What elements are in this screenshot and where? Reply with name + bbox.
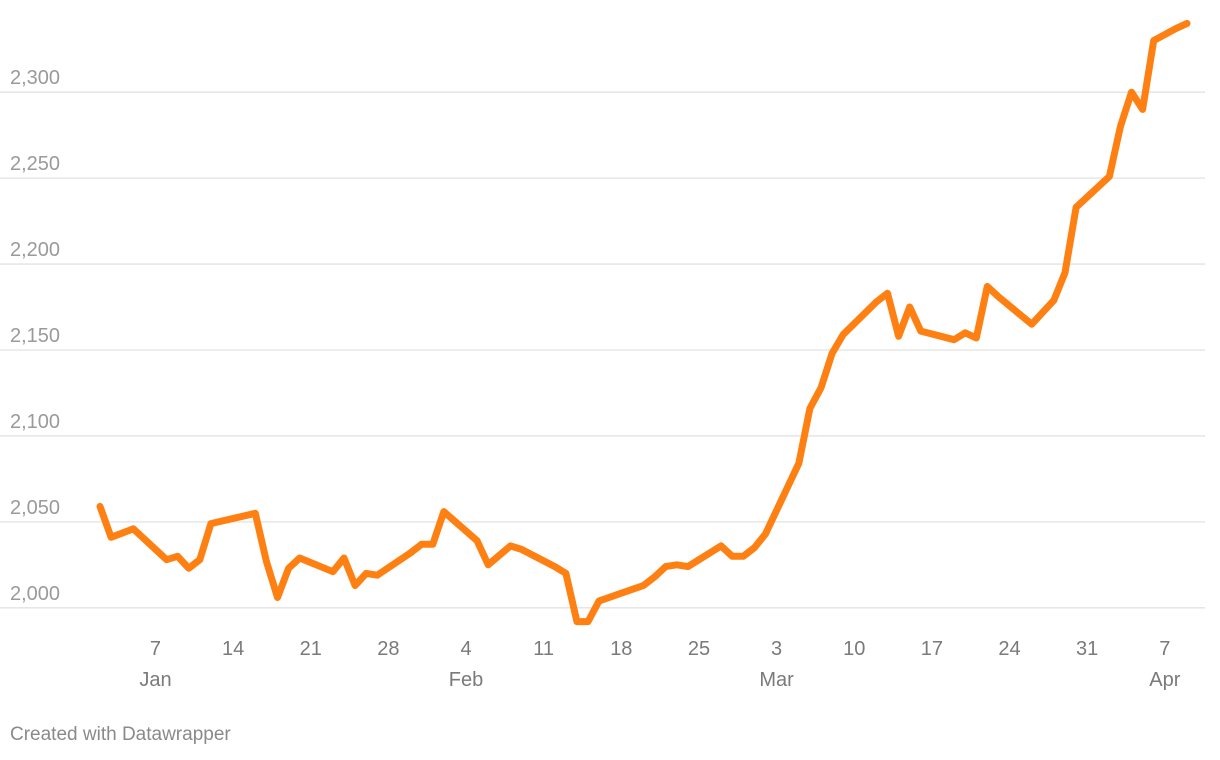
x-tick-label: 18 [610, 638, 632, 660]
y-tick-label: 2,200 [10, 239, 60, 261]
x-tick-label: 21 [300, 638, 322, 660]
y-axis-ticks: 2,000 2,050 2,100 2,150 2,200 2,250 2,300 [10, 67, 60, 605]
line-chart: 2,000 2,050 2,100 2,150 2,200 2,250 2,300 7 Jan… [0, 19, 1205, 691]
x-month-label: Mar [759, 669, 794, 691]
x-month-label: Apr [1149, 669, 1180, 691]
x-tick-label: 10 [843, 638, 865, 660]
y-tick-label: 2,000 [10, 583, 60, 605]
x-tick-label: 4 [460, 638, 471, 660]
gridlines [0, 91, 1205, 609]
x-tick-label: 3 [771, 638, 782, 660]
x-tick-label: 24 [998, 638, 1020, 660]
x-tick-label: 28 [377, 638, 399, 660]
x-tick-label: 7 [1159, 638, 1170, 660]
x-tick-label: 17 [921, 638, 943, 660]
x-axis-ticks: 7 Jan 14 21 28 4 Feb 11 18 25 3 Mar 10 17 24 31 7 Apr [139, 638, 1180, 691]
x-tick-label: 25 [688, 638, 710, 660]
x-month-label: Feb [449, 669, 483, 691]
y-tick-label: 2,050 [10, 497, 60, 519]
x-tick-label: 11 [533, 638, 554, 660]
y-tick-label: 2,150 [10, 325, 60, 347]
credit-text: Created with Datawrapper [10, 724, 231, 745]
y-tick-label: 2,300 [10, 67, 60, 89]
x-tick-label: 7 [150, 638, 161, 660]
x-tick-label: 14 [222, 638, 244, 660]
x-month-label: Jan [139, 669, 171, 691]
y-tick-label: 2,100 [10, 411, 60, 433]
y-tick-label: 2,250 [10, 153, 60, 175]
series-line [96, 19, 1191, 626]
x-tick-label: 31 [1076, 638, 1098, 660]
